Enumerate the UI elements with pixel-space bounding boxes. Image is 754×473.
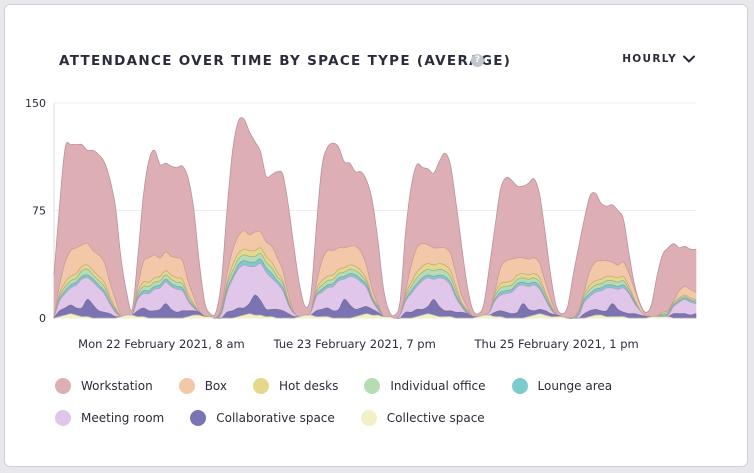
legend-item-individual-office[interactable]: Individual office xyxy=(364,377,486,395)
legend-swatch xyxy=(253,378,269,394)
interval-dropdown[interactable]: HOURLY xyxy=(622,53,695,65)
legend-label: Hot desks xyxy=(279,379,339,393)
legend-label: Individual office xyxy=(390,379,486,393)
chart-legend: Workstation Box Hot desks Individual office… xyxy=(55,377,725,427)
legend-label: Workstation xyxy=(81,379,153,393)
interval-label: HOURLY xyxy=(622,53,677,65)
area-collective-space xyxy=(53,313,696,319)
legend-label: Collaborative space xyxy=(216,411,335,425)
area-edge-collaborative-space xyxy=(53,294,697,319)
x-tick-label: Mon 22 February 2021, 8 am xyxy=(78,337,245,351)
legend-swatch xyxy=(190,410,207,426)
legend-item-box[interactable]: Box xyxy=(178,377,227,395)
legend-swatch xyxy=(511,378,528,394)
x-tick-label: Tue 23 February 2021, 7 pm xyxy=(273,337,436,351)
y-tick-label: 150 xyxy=(25,97,46,110)
area-edge-hot-desks xyxy=(53,247,697,319)
y-tick-label: 0 xyxy=(39,312,46,325)
legend-swatch xyxy=(364,378,381,394)
help-icon[interactable]: ? xyxy=(471,54,484,67)
area-edge-lounge-area xyxy=(53,258,697,319)
area-edge-collective-space xyxy=(53,313,696,319)
legend-label: Lounge area xyxy=(537,379,613,393)
legend-item-collaborative-space[interactable]: Collaborative space xyxy=(190,409,335,427)
legend-label: Box xyxy=(204,379,227,393)
legend-item-lounge-area[interactable]: Lounge area xyxy=(511,377,613,395)
legend-item-hot-desks[interactable]: Hot desks xyxy=(253,377,338,395)
legend-label: Meeting room xyxy=(81,411,165,425)
legend-swatch xyxy=(178,378,195,394)
area-edge-meeting-room xyxy=(53,262,697,319)
area-edge-box xyxy=(53,230,697,319)
legend-item-collective-space[interactable]: Collective space xyxy=(360,409,485,427)
chevron-down-icon xyxy=(683,55,695,63)
legend-item-workstation[interactable]: Workstation xyxy=(55,377,153,395)
area-edge-workstation xyxy=(53,117,697,317)
legend-swatch xyxy=(55,410,71,426)
legend-item-meeting-room[interactable]: Meeting room xyxy=(55,409,164,427)
y-tick-label: 75 xyxy=(32,205,46,218)
area-edge-individual-office xyxy=(53,252,697,319)
legend-swatch xyxy=(55,378,71,394)
chart-title: ATTENDANCE OVER TIME BY SPACE TYPE (AVER… xyxy=(59,53,512,69)
x-tick-label: Thu 25 February 2021, 1 pm xyxy=(474,337,639,351)
legend-label: Collective space xyxy=(386,411,485,425)
legend-swatch xyxy=(360,410,377,426)
